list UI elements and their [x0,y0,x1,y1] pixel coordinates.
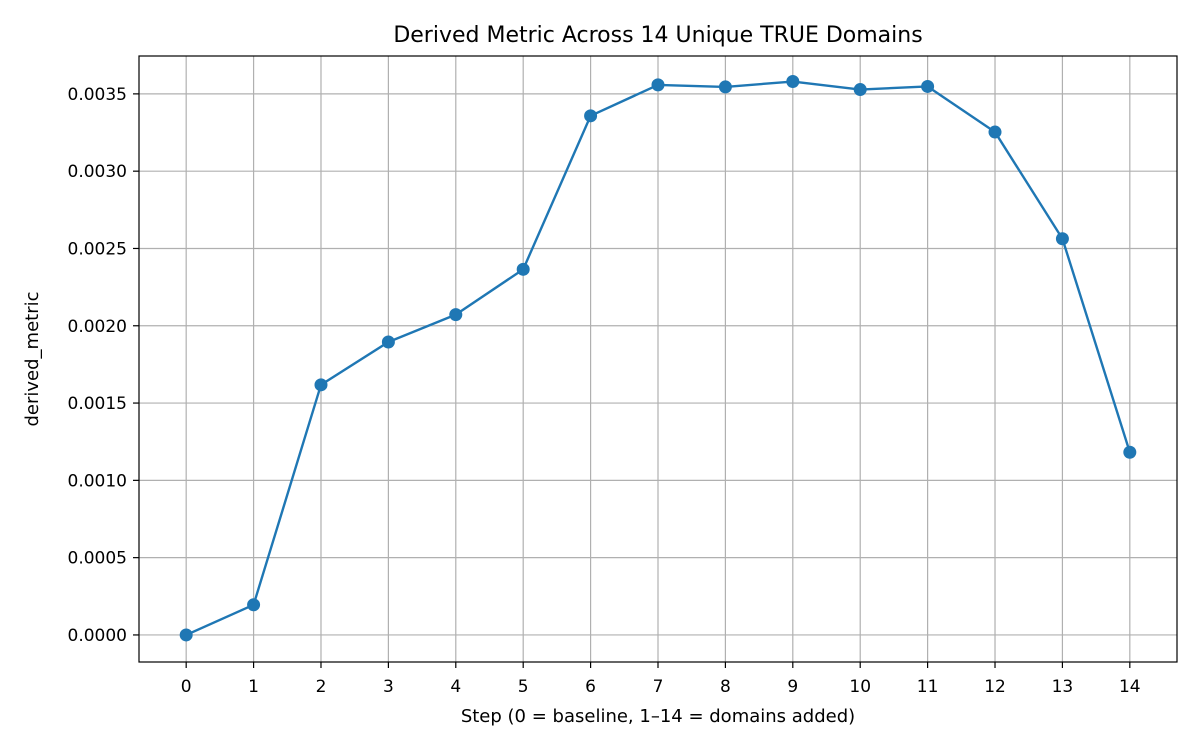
y-tick-label: 0.0005 [68,549,127,569]
data-point [314,378,328,392]
grid [139,56,1177,662]
data-point [853,83,867,97]
x-tick-label: 5 [518,677,529,697]
data-point [247,598,261,612]
x-tick-label: 0 [181,677,192,697]
x-tick-label: 12 [984,677,1006,697]
x-axis-label: Step (0 = baseline, 1–14 = domains added… [461,706,855,727]
data-point [449,308,463,322]
data-point [516,262,530,276]
data-point [179,628,193,642]
data-point [718,80,732,94]
y-tick-label: 0.0035 [68,85,127,105]
y-tick-label: 0.0010 [68,471,127,491]
chart-title: Derived Metric Across 14 Unique TRUE Dom… [393,23,922,48]
plot-area-frame [138,55,1178,663]
data-point [988,125,1002,139]
y-tick-label: 0.0000 [68,626,127,646]
data-point [381,335,395,349]
x-tick-label: 2 [316,677,327,697]
x-tick-label: 1 [248,677,259,697]
x-tick-label: 4 [450,677,461,697]
y-axis-label: derived_metric [22,291,43,426]
data-point [584,109,598,123]
data-point [921,79,935,93]
x-tick-label: 3 [383,677,394,697]
axis-ticks: 0 1 2 3 4 5 6 7 8 9 10 11 12 13 140.00000.00050.00100.… [68,85,1141,697]
y-tick-label: 0.0030 [68,162,127,182]
data-point [786,75,800,89]
x-tick-label: 6 [585,677,596,697]
x-tick-label: 13 [1052,677,1074,697]
x-tick-label: 7 [653,677,664,697]
x-tick-label: 14 [1119,677,1141,697]
y-tick-label: 0.0025 [68,239,127,259]
x-tick-label: 10 [849,677,871,697]
y-tick-label: 0.0020 [68,317,127,337]
x-tick-label: 8 [720,677,731,697]
data-point [1055,232,1069,246]
data-point [651,78,665,92]
y-tick-label: 0.0015 [68,394,127,414]
x-tick-label: 9 [787,677,798,697]
series [179,75,1137,642]
x-tick-label: 11 [917,677,939,697]
data-point [1123,445,1137,459]
